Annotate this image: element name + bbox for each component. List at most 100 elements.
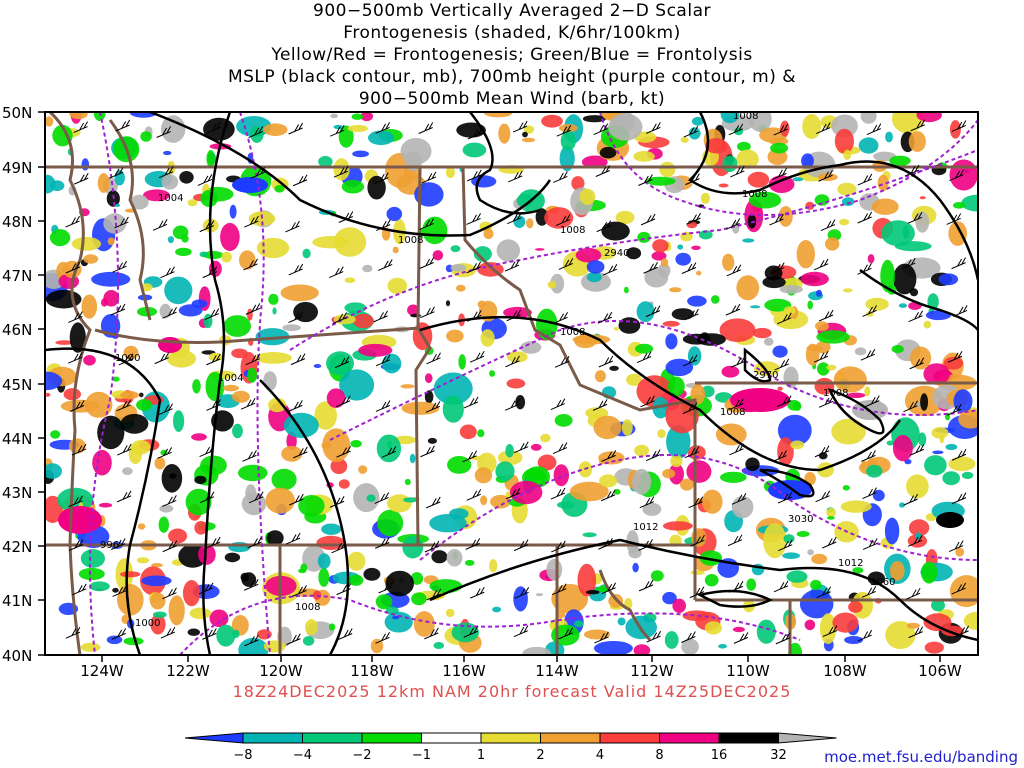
wind-barb [156, 126, 171, 138]
wind-barb [601, 582, 617, 595]
mslp-label: 1008 [720, 407, 745, 418]
wind-barb [513, 539, 529, 552]
wind-barb [862, 538, 878, 550]
shade-blob [45, 174, 56, 194]
shade-blob [387, 494, 412, 513]
shade-blob [350, 440, 362, 448]
wind-barb [908, 310, 923, 323]
shade-blob [224, 552, 241, 563]
shade-blob [768, 175, 795, 193]
shade-blob [281, 445, 303, 462]
shade-blob [669, 287, 682, 293]
shade-blob [222, 384, 239, 392]
shade-blob [344, 302, 367, 314]
wind-barb [550, 398, 566, 411]
shade-blob [112, 587, 119, 593]
wind-barb [769, 262, 785, 275]
wind-barb [814, 445, 830, 458]
wind-barb [600, 489, 616, 502]
shade-blob [702, 489, 723, 514]
shade-blob [865, 297, 889, 311]
wind-barb [162, 495, 177, 507]
wind-barb [462, 450, 478, 463]
shade-blob [266, 530, 284, 546]
shade-blob [513, 215, 526, 228]
shade-blob [106, 635, 123, 645]
wind-barb [158, 403, 173, 416]
shade-blob [168, 595, 185, 626]
wind-barb [421, 171, 437, 184]
mslp-label: 1008 [823, 388, 848, 399]
height-label: 2970 [753, 370, 778, 381]
shade-blob [352, 313, 374, 329]
shade-blob [442, 395, 464, 423]
shade-blob [582, 115, 607, 123]
wind-barb [154, 352, 170, 365]
wind-barb [505, 487, 521, 500]
wind-barb [725, 303, 741, 316]
shade-blob [353, 483, 380, 513]
wind-barb [598, 537, 613, 550]
shade-blob [63, 388, 81, 401]
shade-blob [756, 619, 776, 644]
lon-tick-label: 114W [535, 662, 579, 680]
shade-blob [546, 558, 563, 581]
lon-tick-label: 116W [442, 662, 486, 680]
shade-blob [801, 153, 814, 169]
shade-blob [216, 624, 236, 647]
shade-blob [192, 379, 201, 394]
shade-blob [599, 474, 618, 488]
shade-blob [318, 156, 333, 168]
shade-blob [817, 362, 830, 376]
wind-barb [243, 578, 259, 591]
shade-blob [97, 173, 110, 193]
shade-blob [450, 264, 467, 272]
wind-barb [467, 310, 482, 322]
shade-blob [489, 370, 496, 377]
wind-barb [683, 125, 699, 138]
wind-barb [638, 539, 653, 551]
lon-tick-label: 106W [918, 662, 962, 680]
wind-barb [815, 490, 831, 503]
shade-blob [793, 401, 802, 411]
shade-blob [347, 551, 366, 571]
shade-blob [271, 468, 297, 491]
lon-tick-label: 108W [823, 662, 867, 680]
wind-barb [909, 357, 925, 370]
shade-feature [232, 177, 268, 193]
wind-barb [71, 443, 87, 456]
shade-blob [377, 509, 404, 537]
wind-barb [555, 214, 571, 226]
wind-barb [636, 351, 652, 364]
shade-blob [159, 303, 172, 319]
shade-blob [670, 454, 683, 468]
wind-barb [556, 124, 572, 137]
wind-barb [426, 496, 441, 509]
shade-blob [704, 621, 723, 635]
shade-blob [520, 341, 542, 354]
wind-barb [162, 587, 177, 600]
wind-barb [507, 212, 522, 225]
shade-blob [422, 216, 448, 245]
shade-blob [268, 293, 279, 305]
wind-barb [244, 634, 259, 647]
shade-blob [906, 474, 929, 499]
wind-barb [160, 266, 175, 279]
shade-blob [691, 245, 701, 250]
shade-blob [651, 251, 667, 261]
shade-blob [424, 390, 434, 404]
wind-barb [905, 587, 921, 600]
wind-barb [910, 119, 926, 132]
shade-blob [577, 563, 597, 597]
wind-barb [65, 215, 80, 228]
shade-blob [633, 644, 651, 655]
wind-barb [857, 263, 872, 275]
shade-blob [167, 236, 174, 244]
shade-blob [150, 614, 166, 635]
shade-blob [433, 372, 473, 405]
wind-barb [248, 491, 264, 504]
shade-blob [169, 473, 177, 479]
shade-blob [916, 112, 942, 123]
shade-blob [326, 388, 346, 409]
